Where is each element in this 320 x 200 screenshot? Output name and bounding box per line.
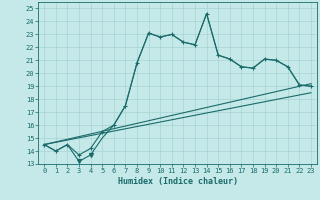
X-axis label: Humidex (Indice chaleur): Humidex (Indice chaleur) <box>118 177 238 186</box>
